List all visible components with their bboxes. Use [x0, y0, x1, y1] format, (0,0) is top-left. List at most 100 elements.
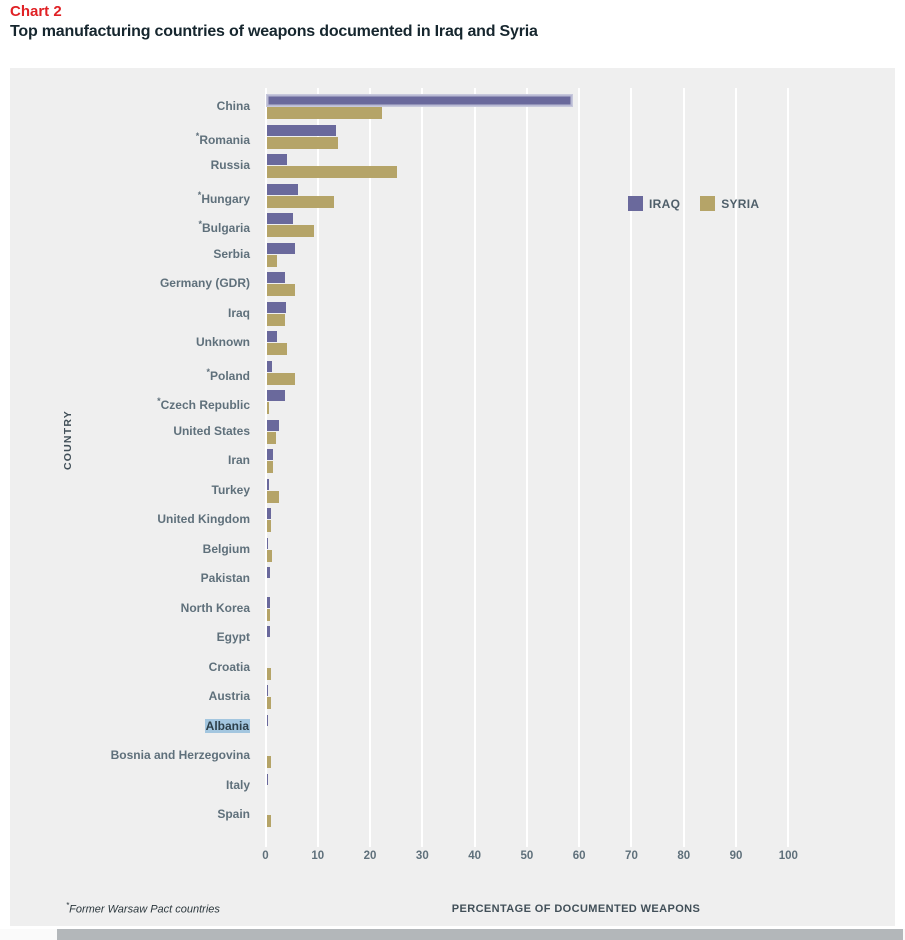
- bar-syria-turkey[interactable]: [266, 490, 279, 503]
- x-axis-tick-label-0: 0: [262, 850, 269, 862]
- category-label-north-korea: North Korea: [180, 600, 250, 615]
- category-label-poland: *Poland: [206, 366, 250, 383]
- bar-syria-czech-republic[interactable]: [266, 402, 270, 414]
- category-label-united-kingdom: United Kingdom: [157, 512, 250, 526]
- x-axis-tick-label-90: 90: [729, 850, 743, 862]
- category-label-austria: Austria: [208, 689, 250, 703]
- chart-legend: IRAQ SYRIA: [628, 196, 759, 211]
- bar-syria-poland[interactable]: [266, 372, 296, 385]
- footnote-text: Former Warsaw Pact countries: [69, 903, 220, 916]
- category-label-china: China: [216, 99, 250, 113]
- category-label-united-states: United States: [173, 423, 250, 438]
- x-axis-tick-label-100: 100: [778, 850, 798, 862]
- gridline-30: [421, 88, 424, 847]
- horizontal-scrollbar-thumb[interactable]: [57, 929, 903, 940]
- bar-syria-spain[interactable]: [266, 815, 271, 827]
- legend-label-iraq: IRAQ: [649, 196, 681, 211]
- bar-iraq-serbia[interactable]: [266, 242, 296, 254]
- bar-iraq-bulgaria[interactable]: [266, 213, 293, 224]
- chart-title: Top manufacturing countries of weapons d…: [10, 23, 538, 40]
- bar-iraq-pakistan[interactable]: [266, 567, 271, 578]
- bar-iraq-united-states[interactable]: [266, 419, 279, 431]
- bar-syria-bosnia-and-herzegovina[interactable]: [266, 756, 271, 768]
- syria-swatch-icon: [700, 196, 716, 211]
- bar-iraq-iraq[interactable]: [266, 301, 286, 313]
- category-label-russia: Russia: [210, 158, 250, 172]
- chart-header: Chart 2 Top manufacturing countries of w…: [10, 2, 538, 42]
- x-axis-tick-label-80: 80: [677, 850, 691, 862]
- bar-syria-unknown[interactable]: [266, 343, 288, 355]
- x-axis-tick-label-30: 30: [415, 850, 429, 862]
- category-label-iraq: Iraq: [227, 305, 250, 320]
- footnote-asterisk: *: [66, 901, 70, 910]
- gridline-100: [787, 88, 790, 847]
- gridline-10: [316, 88, 319, 847]
- bar-iraq-poland[interactable]: [266, 360, 272, 372]
- bar-iraq-hungary[interactable]: [266, 183, 298, 195]
- bar-iraq-iran[interactable]: [266, 449, 274, 460]
- x-axis-tick-label-50: 50: [520, 850, 534, 862]
- x-axis-tick-label-70: 70: [625, 850, 638, 862]
- x-axis-tick-label-20: 20: [363, 850, 377, 862]
- bar-syria-belgium[interactable]: [266, 549, 273, 562]
- category-label-croatia: Croatia: [208, 659, 250, 674]
- bar-syria-china[interactable]: [266, 107, 382, 119]
- bar-iraq-russia[interactable]: [266, 154, 288, 165]
- bar-syria-romania[interactable]: [266, 136, 339, 149]
- category-label-germany-gdr-: Germany (GDR): [159, 276, 250, 290]
- bar-iraq-united-kingdom[interactable]: [266, 508, 271, 519]
- footnote: *Former Warsaw Pact countries: [66, 901, 220, 916]
- y-axis-title: COUNTRY: [62, 410, 74, 470]
- legend-item-iraq: IRAQ: [628, 196, 680, 211]
- x-axis-title: PERCENTAGE OF DOCUMENTED WEAPONS: [451, 903, 701, 915]
- category-label-albania: Albania: [10, 718, 250, 734]
- bar-iraq-romania[interactable]: [266, 124, 337, 136]
- bar-iraq-china[interactable]: [266, 95, 573, 106]
- category-label-hungary: *Hungary: [197, 189, 250, 206]
- chart-panel: China *Romania Russia *Hungary *Bulgaria Serb…: [10, 68, 895, 926]
- bar-iraq-unknown[interactable]: [266, 331, 277, 342]
- bar-syria-croatia[interactable]: [266, 667, 271, 680]
- bar-iraq-turkey[interactable]: [266, 478, 270, 490]
- horizontal-scrollbar[interactable]: [0, 929, 905, 940]
- legend-label-syria: SYRIA: [721, 196, 760, 211]
- category-label-spain: Spain: [217, 807, 250, 821]
- category-label-iran: Iran: [227, 453, 250, 467]
- bar-iraq-albania[interactable]: [266, 714, 269, 726]
- gridline-40: [473, 88, 476, 847]
- bar-syria-hungary[interactable]: [266, 195, 335, 208]
- bar-syria-united-states[interactable]: [266, 431, 276, 444]
- category-label-unknown: Unknown: [196, 335, 250, 349]
- bar-syria-russia[interactable]: [266, 166, 398, 178]
- chart-number-label: Chart 2: [10, 3, 62, 20]
- bar-iraq-czech-republic[interactable]: [266, 390, 285, 401]
- bar-iraq-egypt[interactable]: [266, 626, 271, 637]
- bar-syria-austria[interactable]: [266, 697, 271, 709]
- bar-iraq-italy[interactable]: [266, 773, 269, 785]
- category-label-turkey: Turkey: [211, 482, 250, 497]
- bar-iraq-north-korea[interactable]: [266, 596, 271, 608]
- gridline-0: [264, 88, 267, 847]
- category-label-bulgaria: *Bulgaria: [198, 219, 250, 235]
- bar-syria-serbia[interactable]: [266, 254, 277, 267]
- gridline-20: [369, 88, 372, 847]
- bar-syria-united-kingdom[interactable]: [266, 520, 271, 532]
- bar-syria-bulgaria[interactable]: [266, 225, 314, 237]
- bar-syria-north-korea[interactable]: [266, 608, 271, 621]
- bar-iraq-austria[interactable]: [266, 685, 269, 696]
- iraq-swatch-icon: [628, 196, 643, 211]
- bar-iraq-germany-gdr-[interactable]: [266, 272, 285, 283]
- bar-syria-iraq[interactable]: [266, 313, 285, 326]
- bar-syria-germany-gdr-[interactable]: [266, 284, 296, 296]
- bar-iraq-belgium[interactable]: [266, 537, 269, 549]
- category-label-pakistan: Pakistan: [200, 571, 250, 585]
- bar-syria-iran[interactable]: [266, 461, 274, 473]
- category-label-romania: *Romania: [195, 130, 250, 147]
- gridline-90: [735, 88, 738, 847]
- category-label-egypt: Egypt: [216, 630, 250, 644]
- x-axis-tick-label-60: 60: [572, 850, 586, 862]
- gridline-80: [682, 88, 685, 847]
- category-label-bosnia-and-herzegovina: Bosnia and Herzegovina: [110, 748, 250, 762]
- gridline-70: [630, 88, 633, 847]
